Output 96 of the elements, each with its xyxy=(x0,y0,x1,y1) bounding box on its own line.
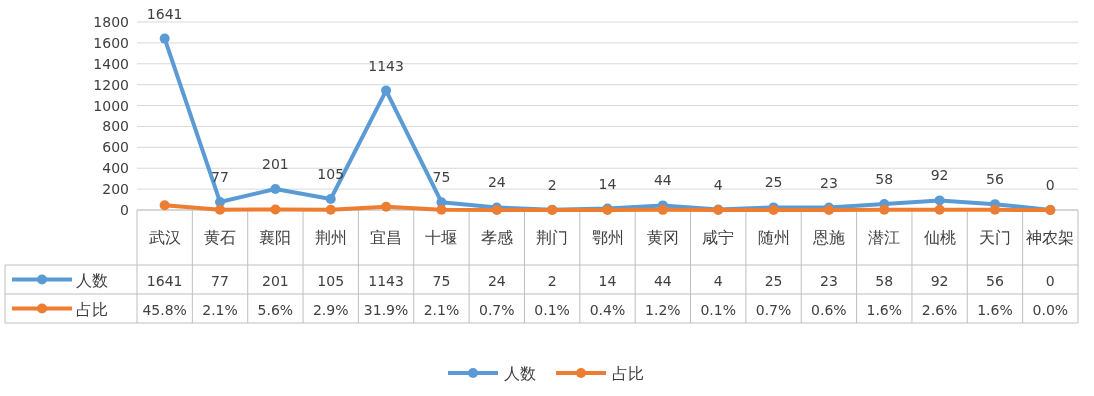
x-tick-label: 黄石 xyxy=(204,228,237,247)
x-tick-label: 十堰 xyxy=(425,228,458,247)
y-tick-label: 1600 xyxy=(93,34,129,51)
data-label: 58 xyxy=(875,272,894,289)
text: 56 xyxy=(986,171,1004,188)
data-label: 24 xyxy=(487,272,506,289)
data-label: 2.6% xyxy=(921,301,958,318)
data-label: 1.6% xyxy=(977,301,1013,318)
point xyxy=(989,204,1000,215)
data-label: 2.1% xyxy=(202,301,238,318)
y-tick-label: 1800 xyxy=(93,14,129,30)
point xyxy=(325,194,336,205)
point xyxy=(934,204,945,215)
data-label: 1.6% xyxy=(866,301,903,318)
text: 105 xyxy=(317,166,345,183)
y-tick-label: 1400 xyxy=(93,55,129,72)
text: 58 xyxy=(875,170,894,187)
text: 占比 xyxy=(612,364,644,383)
text: 23 xyxy=(820,174,838,191)
legend-label: 人数 xyxy=(76,270,108,290)
data-label: 14 xyxy=(598,272,617,289)
text: 4 xyxy=(713,176,723,193)
point xyxy=(381,85,392,96)
data-label: 31.9% xyxy=(363,301,409,318)
data-label: 1143 xyxy=(368,272,404,289)
data-label: 77 xyxy=(211,272,229,289)
x-tick-label: 神农架 xyxy=(1026,228,1075,247)
text: 14 xyxy=(598,175,617,192)
data-label: 23 xyxy=(820,272,838,289)
x-tick-label: 仙桃 xyxy=(923,228,956,247)
data-label: 45.8% xyxy=(142,301,187,318)
x-tick-label: 襄阳 xyxy=(259,228,292,247)
y-tick-label: 1200 xyxy=(93,76,129,93)
y-tick-label: 0 xyxy=(120,202,129,218)
data-label: 4 xyxy=(713,272,723,289)
y-tick-label: 600 xyxy=(102,139,129,156)
y-tick-label: 800 xyxy=(102,118,129,135)
data-label: 0.7% xyxy=(479,301,515,318)
legend-label: 占比 xyxy=(76,299,108,319)
x-tick-label: 黄冈 xyxy=(646,228,679,247)
data-label: 92 xyxy=(930,272,949,289)
point xyxy=(270,184,281,195)
data-label: 0.1% xyxy=(700,301,736,318)
data-label: 2.9% xyxy=(312,301,349,318)
x-tick-label: 孝感 xyxy=(480,228,513,247)
text: 人数 xyxy=(504,364,536,383)
x-tick-label: 天门 xyxy=(978,228,1011,247)
point xyxy=(215,204,226,215)
x-tick-label: 宜昌 xyxy=(370,228,403,247)
point xyxy=(879,204,890,215)
text: 201 xyxy=(262,156,289,173)
point xyxy=(657,204,668,215)
data-label: 0.4% xyxy=(589,301,626,318)
text: 24 xyxy=(487,174,506,191)
data-label: 56 xyxy=(986,272,1004,289)
point xyxy=(436,204,447,215)
x-tick-label: 随州 xyxy=(757,228,790,247)
text: 0 xyxy=(1045,177,1055,193)
x-tick-label: 咸宁 xyxy=(702,228,735,247)
y-tick-label: 1000 xyxy=(93,97,129,114)
data-label: 0 xyxy=(1045,272,1055,289)
data-label: 0.0% xyxy=(1032,301,1069,318)
x-tick-label: 潜江 xyxy=(868,228,901,247)
point xyxy=(159,200,170,211)
data-label: 25 xyxy=(764,272,783,289)
x-tick-label: 荆门 xyxy=(536,228,569,247)
point xyxy=(325,204,336,215)
data-label: 1.2% xyxy=(645,301,681,318)
data-label: 2.1% xyxy=(423,301,460,318)
data-label: 0.1% xyxy=(534,301,570,318)
text: 92 xyxy=(930,167,949,184)
data-label: 1641 xyxy=(146,272,183,289)
text: 44 xyxy=(653,172,672,189)
point xyxy=(934,195,945,206)
data-label: 105 xyxy=(317,272,345,289)
point xyxy=(381,201,392,212)
text: 1143 xyxy=(368,57,404,74)
data-label: 44 xyxy=(653,272,672,289)
x-tick-label: 武汉 xyxy=(148,228,181,247)
data-label: 0.7% xyxy=(755,301,792,318)
y-tick-label: 400 xyxy=(102,160,129,177)
text: 2 xyxy=(547,176,557,193)
text: 75 xyxy=(432,169,451,186)
x-tick-label: 荆州 xyxy=(314,228,347,247)
text: 1641 xyxy=(146,5,183,22)
data-label: 75 xyxy=(432,272,451,289)
text: 25 xyxy=(764,174,783,191)
point xyxy=(270,204,281,215)
x-tick-label: 鄂州 xyxy=(591,228,624,247)
data-label: 2 xyxy=(547,272,557,289)
y-tick-label: 200 xyxy=(102,181,129,198)
x-tick-label: 恩施 xyxy=(811,228,845,247)
data-label: 201 xyxy=(262,272,289,289)
point xyxy=(159,33,170,44)
data-label: 0.6% xyxy=(811,301,847,318)
data-label: 5.6% xyxy=(257,301,294,318)
